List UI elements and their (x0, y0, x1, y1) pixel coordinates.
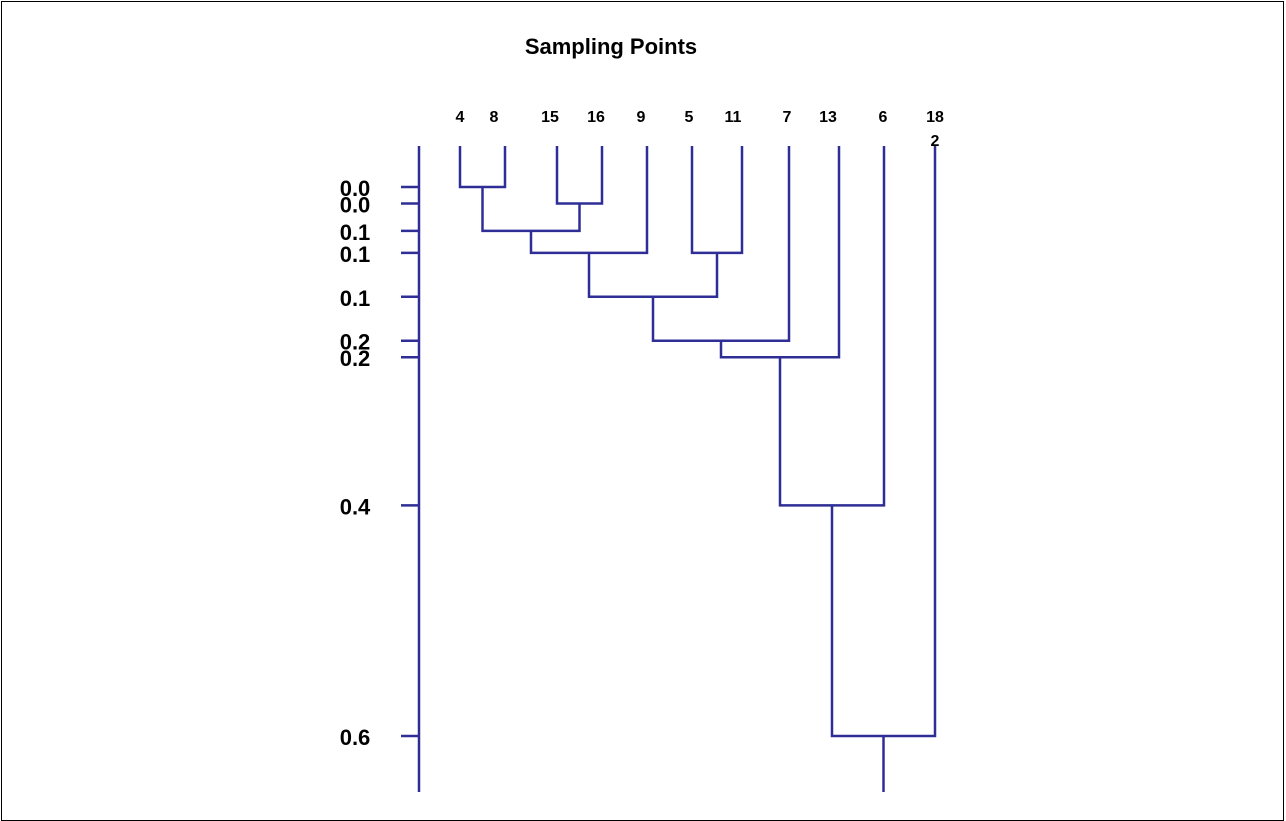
leaf-label: 2 (931, 133, 940, 150)
dendrogram-merge-4-8 (458, 146, 507, 189)
leaf-label: 18 (926, 109, 944, 126)
dendrogram-merge-h-6 (778, 146, 886, 507)
dendrogram-merge-15-16 (555, 146, 604, 205)
dendrogram-title: Sampling Points (524, 34, 698, 59)
dendrogram-link (555, 146, 604, 205)
leaf-label: 16 (587, 109, 605, 126)
y-tick-label: 0.6 (340, 725, 371, 750)
dendrogram-merge-c-9 (529, 146, 649, 255)
dendrogram-link (529, 146, 649, 255)
y-tick-label: 0.0 (340, 192, 371, 217)
dendrogram-link (778, 146, 886, 507)
y-tick-label: 0.2 (340, 330, 371, 355)
y-tick-label: 0.1 (340, 286, 371, 311)
leaf-label: 5 (685, 109, 694, 126)
leaf-label: 6 (879, 109, 888, 126)
dendrogram-link (587, 252, 719, 299)
leaf-label: 11 (725, 109, 742, 126)
dendrogram-merge-f-7 (651, 146, 791, 342)
y-tick-label: 0.0 (340, 176, 371, 201)
dendrogram-link (651, 146, 791, 342)
dendrogram-link (458, 146, 507, 189)
dendrogram-link (719, 146, 841, 359)
leaf-label: 4 (456, 109, 465, 126)
y-tick-label: 0.1 (340, 242, 371, 267)
leaf-label: 8 (490, 109, 499, 126)
leaf-label: 9 (637, 109, 646, 126)
dendrogram-merge-5-11 (690, 146, 744, 255)
y-tick-label: 0.1 (340, 220, 371, 245)
dendrogram-link (690, 146, 744, 255)
y-tick-label: 0.4 (340, 494, 371, 519)
dendrogram-merge-a-b (481, 187, 581, 233)
dendrogram-link (481, 187, 581, 233)
leaf-label: 13 (819, 109, 837, 126)
dendrogram-merge-g-13 (719, 146, 841, 359)
dendrogram-merge-d-e (587, 252, 719, 299)
leaf-label: 7 (783, 109, 792, 126)
dendrogram: 0.00.00.10.10.10.20.20.40.64 8 15 16 9 5 11 7 13… (340, 109, 944, 792)
leaf-label: 15 (541, 109, 559, 126)
y-tick-label: 0.2 (340, 346, 371, 371)
